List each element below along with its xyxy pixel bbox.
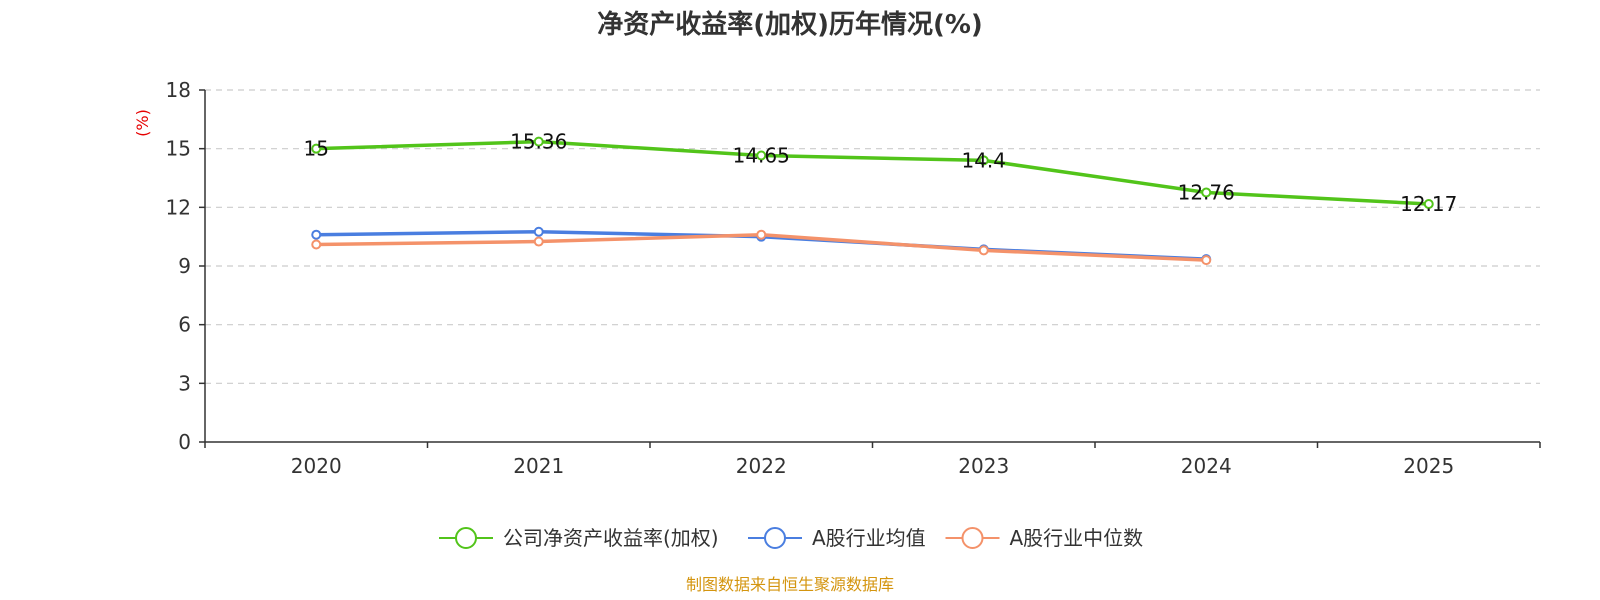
legend: 公司净资产收益率(加权) A股行业均值 A股行业中位数: [439, 526, 1143, 550]
series-line: [316, 139, 1429, 206]
data-point: [1201, 187, 1212, 198]
y-tick-label: 18: [166, 78, 191, 102]
data-point: [1423, 199, 1434, 210]
gridlines: [205, 89, 1540, 384]
x-tick-label: 2022: [736, 454, 787, 478]
y-tick-label: 12: [166, 195, 191, 219]
data-label: 12.76: [1178, 180, 1235, 204]
data-point: [311, 229, 322, 240]
data-point: [311, 143, 322, 154]
legend-circle-icon: [764, 527, 786, 549]
y-tick-label: 9: [178, 254, 191, 278]
x-tick-label: 2025: [1403, 454, 1454, 478]
axes: 0 3 6 9 12 15 18 2020 2021 2022 2023 2024 2025: [166, 78, 1541, 478]
data-point: [1201, 255, 1212, 266]
y-axis-unit-label: (%): [133, 109, 152, 137]
data-point: [533, 136, 544, 147]
y-tick-label: 3: [178, 371, 191, 395]
data-point: [978, 155, 989, 166]
data-point: [756, 150, 767, 161]
legend-label: A股行业中位数: [1010, 526, 1144, 550]
source-note: 制图数据来自恒生聚源数据库: [686, 575, 894, 594]
legend-label: A股行业均值: [812, 526, 926, 550]
legend-item[interactable]: A股行业中位数: [945, 526, 1144, 550]
legend-item[interactable]: A股行业均值: [748, 526, 926, 550]
data-point: [311, 239, 322, 250]
x-tick-label: 2023: [958, 454, 1009, 478]
y-tick-label: 15: [166, 137, 191, 161]
series-group: [311, 136, 1434, 266]
legend-label: 公司净资产收益率(加权): [503, 526, 719, 550]
data-label: 15.36: [510, 130, 567, 154]
legend-item[interactable]: 公司净资产收益率(加权): [439, 526, 719, 550]
data-point: [978, 245, 989, 256]
data-label: 15: [304, 137, 329, 161]
data-point: [533, 226, 544, 237]
x-tick-label: 2024: [1181, 454, 1232, 478]
data-label: 12.17: [1400, 192, 1457, 216]
x-tick-label: 2020: [291, 454, 342, 478]
y-tick-label: 6: [178, 313, 191, 337]
chart-title: 净资产收益率(加权)历年情况(%): [597, 9, 983, 40]
x-tick-label: 2021: [513, 454, 564, 478]
y-tick-label: 0: [178, 430, 191, 454]
legend-circle-icon: [455, 527, 477, 549]
data-point: [533, 236, 544, 247]
legend-circle-icon: [961, 527, 984, 549]
data-point: [756, 229, 767, 240]
data-label: 14.4: [961, 148, 1006, 172]
data-labels: 15 15.36 14.65 14.4 12.76 12.17: [304, 130, 1458, 216]
data-label: 14.65: [733, 144, 790, 168]
